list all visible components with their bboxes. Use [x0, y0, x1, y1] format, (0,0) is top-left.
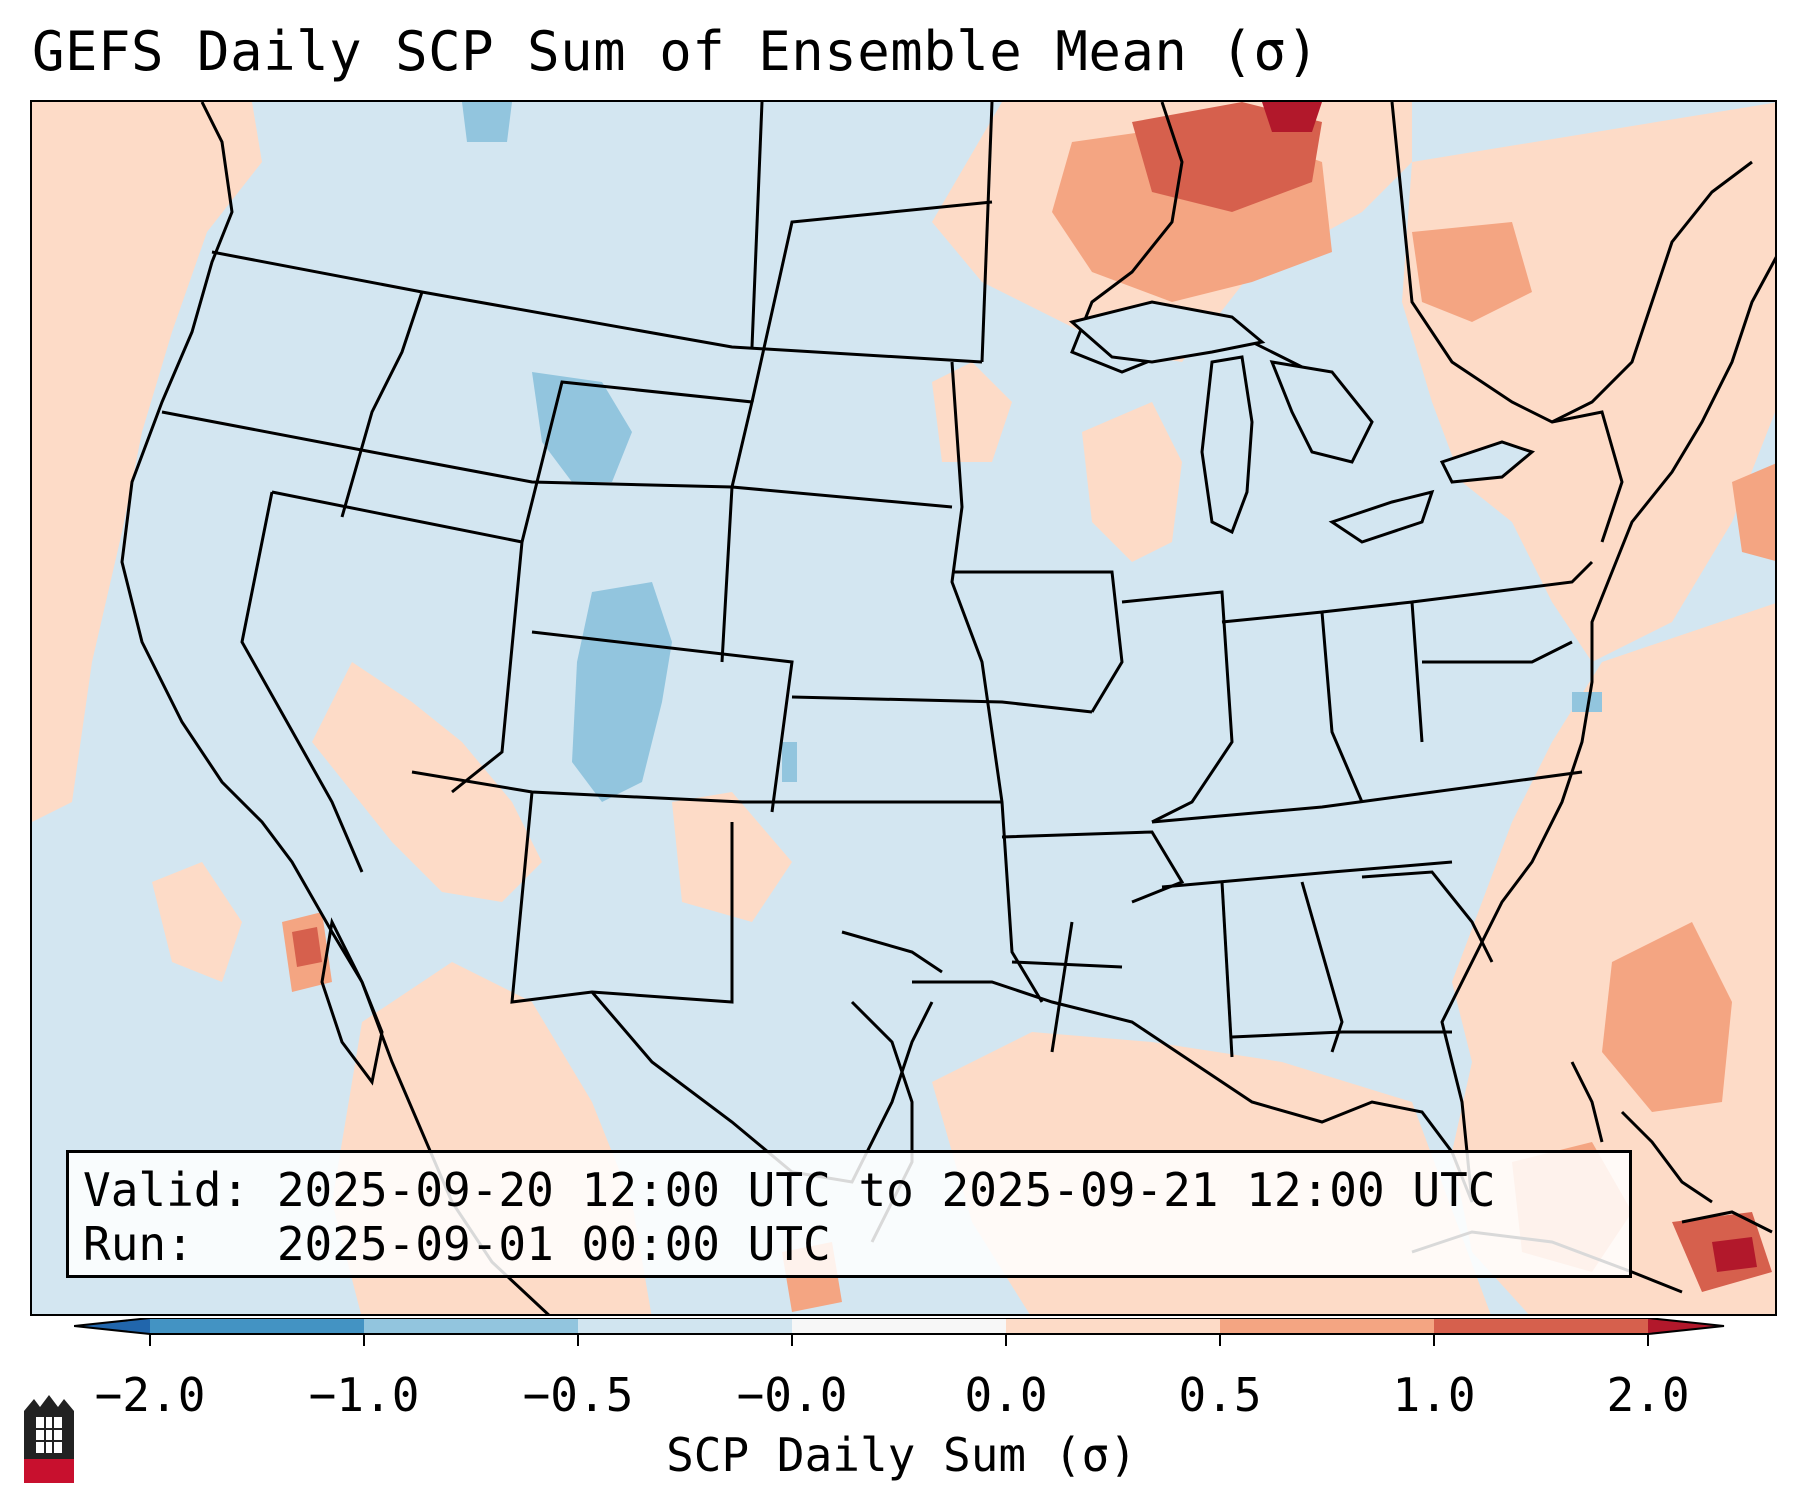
valid-time-text: Valid: 2025-09-20 12:00 UTC to 2025-09-2…: [83, 1163, 1496, 1217]
extreme-positive-shading: [1262, 102, 1757, 1272]
colorbar-bin-4: [792, 1318, 1006, 1334]
colorbar-tick-label: 2.0: [1606, 1368, 1690, 1422]
colorbar-tick-label: 0.5: [1178, 1368, 1262, 1422]
colorbar-tick-label: −0.5: [522, 1368, 634, 1422]
colorbar-label: SCP Daily Sum (σ): [666, 1428, 1137, 1482]
map-canvas: [32, 102, 1775, 1314]
chart-title: GEFS Daily SCP Sum of Ensemble Mean (σ): [32, 20, 1320, 83]
colorbar-bin-1: [150, 1318, 364, 1334]
colorbar-under-triangle: [74, 1318, 150, 1334]
colorbar-tick-label: −0.0: [736, 1368, 848, 1422]
colorbar: [74, 1318, 1725, 1346]
validity-info-box: Valid: 2025-09-20 12:00 UTC to 2025-09-2…: [66, 1150, 1632, 1278]
run-time-text: Run: 2025-09-01 00:00 UTC: [83, 1217, 831, 1271]
colorbar-tick-label: 0.0: [964, 1368, 1048, 1422]
colorbar-tick-label: −2.0: [94, 1368, 206, 1422]
colorbar-tick-label: 1.0: [1392, 1368, 1476, 1422]
colorbar-bin-2: [364, 1318, 578, 1334]
colorbar-bin-3: [578, 1318, 792, 1334]
map-panel: [30, 100, 1777, 1316]
colorbar-tick-label: −1.0: [308, 1368, 420, 1422]
state-borders: [161, 102, 1624, 1184]
great-lakes: [1068, 300, 1536, 544]
colorbar-bin-5: [1006, 1318, 1220, 1334]
colorbar-ticks: [149, 1334, 1649, 1346]
colorbar-over-triangle: [1648, 1318, 1724, 1334]
colorbar-bin-7: [1434, 1318, 1648, 1334]
colorbar-bin-6: [1220, 1318, 1434, 1334]
niu-logo: [24, 1395, 74, 1483]
